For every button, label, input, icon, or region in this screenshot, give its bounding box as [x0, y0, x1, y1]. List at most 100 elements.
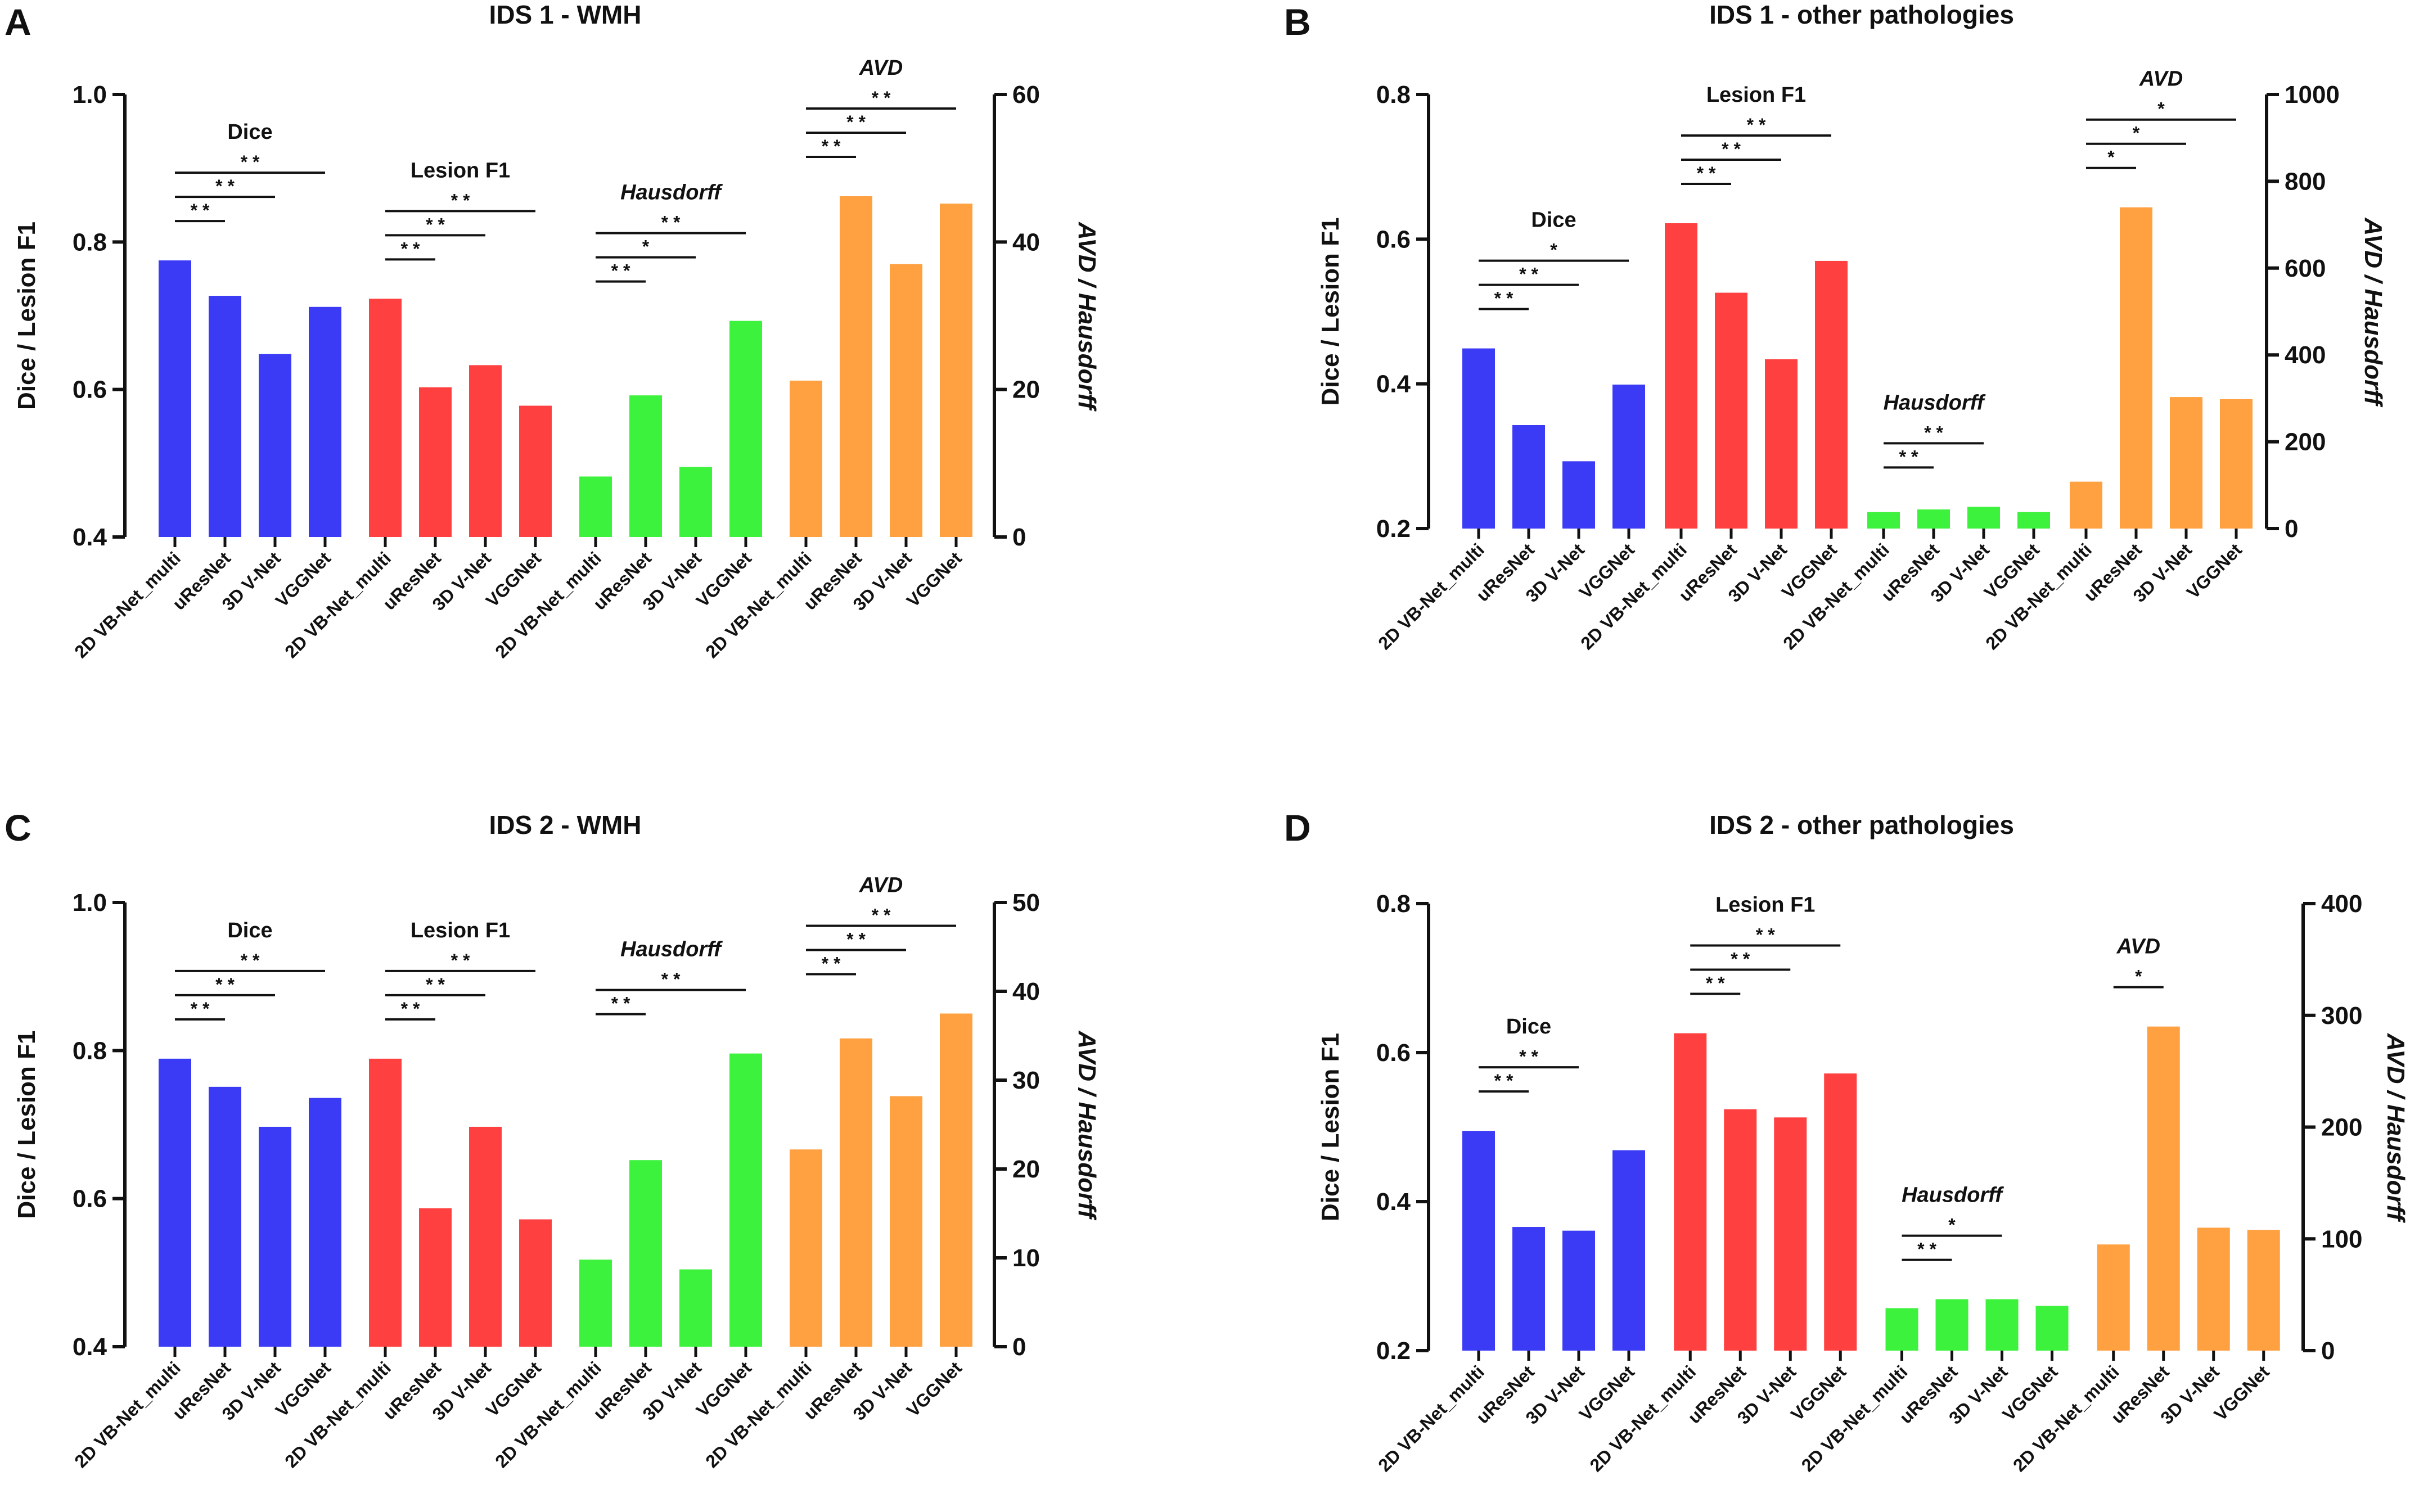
significance-stars: * *	[1756, 925, 1775, 945]
category-label: VGGNet	[1787, 1361, 1850, 1424]
significance-stars: * *	[822, 136, 841, 156]
left-tick-label: 1.0	[73, 889, 107, 917]
left-tick-label: 0.8	[73, 228, 107, 256]
bar-hausdorff-vggnet	[729, 1053, 762, 1347]
bar-lesion-f1-vggnet	[519, 405, 552, 537]
significance-stars: *	[2135, 967, 2142, 987]
significance-stars: * *	[426, 214, 445, 234]
group-label: AVD	[859, 874, 903, 897]
category-label: VGGNet	[692, 1357, 755, 1420]
bar-lesion-f1-2d-vb-net-multi	[369, 299, 402, 537]
bar-dice-uresnet	[209, 1086, 241, 1347]
right-tick-label: 0	[1012, 523, 1026, 551]
bar-lesion-f1-uresnet	[1715, 292, 1747, 529]
chart-title: IDS 1 - other pathologies	[1709, 0, 2014, 29]
significance-stars: * *	[611, 994, 630, 1014]
right-tick-label: 300	[2321, 1002, 2362, 1030]
bar-lesion-f1-3d-v-net	[1774, 1117, 1807, 1351]
significance-stars: *	[2107, 147, 2115, 168]
bar-dice-uresnet	[209, 296, 241, 537]
significance-stars: * *	[872, 88, 891, 108]
significance-stars: *	[642, 237, 650, 257]
group-label: AVD	[2116, 935, 2160, 959]
category-label: VGGNet	[482, 1357, 545, 1420]
bar-hausdorff-3d-v-net	[1967, 507, 2000, 529]
bar-avd-3d-v-net	[2197, 1227, 2230, 1351]
right-tick-label: 400	[2321, 890, 2362, 918]
left-tick-label: 0.8	[73, 1037, 107, 1064]
panel-letter: B	[1284, 1, 1311, 43]
significance-stars: * *	[241, 950, 260, 971]
category-label: VGGNet	[692, 548, 755, 611]
right-tick-label: 60	[1012, 81, 1040, 109]
significance-stars: * *	[872, 905, 891, 926]
bar-avd-vggnet	[940, 204, 972, 537]
group-label: Hausdorff	[1884, 391, 1986, 414]
group-label: Dice	[227, 919, 272, 942]
significance-stars: * *	[401, 999, 420, 1019]
bar-dice-3d-v-net	[259, 354, 291, 537]
significance-stars: * *	[401, 238, 420, 259]
significance-stars: * *	[191, 200, 210, 220]
significance-stars: * *	[1519, 1046, 1538, 1067]
bar-dice-3d-v-net	[259, 1126, 291, 1347]
left-tick-label: 0.8	[1376, 890, 1411, 918]
group-label: Hausdorff	[1902, 1184, 2004, 1207]
left-tick-label: 0.6	[73, 1185, 107, 1213]
right-tick-label: 600	[2285, 255, 2326, 282]
category-label: VGGNet	[272, 1357, 335, 1420]
category-label: 2D VB-Net_multi	[1798, 1361, 1912, 1475]
bar-hausdorff-2d-vb-net-multi	[1885, 1308, 1918, 1351]
bar-dice-uresnet	[1512, 1227, 1545, 1351]
right-tick-label: 40	[1012, 228, 1040, 256]
bar-dice-2d-vb-net-multi	[1462, 348, 1495, 529]
category-label: 2D VB-Net_multi	[2009, 1361, 2123, 1475]
significance-stars: * *	[1494, 1071, 1513, 1091]
right-tick-label: 20	[1012, 1156, 1040, 1183]
significance-stars: * *	[846, 112, 866, 132]
significance-stars: * *	[846, 929, 866, 950]
chart-panel-a: A IDS 1 - WMH 0.4 0.6 0.8 1.0 0 20 40 60 Dice / Le…	[4, 0, 1101, 662]
significance-stars: *	[2157, 99, 2165, 119]
bar-lesion-f1-uresnet	[1724, 1109, 1757, 1351]
right-tick-label: 40	[1012, 978, 1040, 1005]
category-label: 2D VB-Net_multi	[1374, 539, 1488, 653]
significance-stars: * *	[1731, 949, 1750, 969]
bar-avd-2d-vb-net-multi	[2097, 1244, 2130, 1351]
significance-stars: *	[1550, 240, 1557, 260]
right-tick-label: 0	[2321, 1337, 2335, 1365]
category-label: VGGNet	[903, 1357, 966, 1420]
left-tick-label: 0.8	[1376, 81, 1411, 109]
y2-axis-label: AVD / Hausdorff	[1073, 222, 1101, 412]
bar-dice-uresnet	[1512, 425, 1545, 529]
right-tick-label: 800	[2285, 168, 2326, 195]
left-tick-label: 0.4	[73, 1333, 107, 1361]
category-label: 2D VB-Net_multi	[70, 1357, 184, 1472]
right-tick-label: 0	[1012, 1333, 1026, 1361]
bar-lesion-f1-3d-v-net	[469, 365, 502, 537]
group-label: AVD	[2139, 67, 2183, 91]
right-tick-label: 20	[1012, 376, 1040, 404]
category-label: VGGNet	[1575, 1361, 1638, 1424]
bar-hausdorff-vggnet	[729, 321, 762, 537]
category-label: 2D VB-Net_multi	[281, 1357, 395, 1472]
significance-stars: * *	[1924, 422, 1943, 443]
category-label: 2D VB-Net_multi	[281, 548, 395, 662]
bar-dice-vggnet	[309, 1098, 341, 1347]
bar-hausdorff-uresnet	[629, 395, 662, 537]
bar-hausdorff-uresnet	[629, 1160, 662, 1347]
left-tick-label: 1.0	[73, 81, 107, 109]
significance-stars: * *	[661, 969, 681, 990]
group-label: Lesion F1	[1715, 893, 1815, 917]
right-tick-label: 10	[1012, 1244, 1040, 1272]
category-label: 2D VB-Net_multi	[1585, 1361, 1700, 1475]
right-tick-label: 400	[2285, 341, 2326, 369]
significance-stars: *	[2133, 123, 2140, 143]
right-tick-label: 200	[2285, 428, 2326, 456]
bar-lesion-f1-2d-vb-net-multi	[369, 1058, 402, 1347]
bar-avd-vggnet	[940, 1013, 972, 1347]
